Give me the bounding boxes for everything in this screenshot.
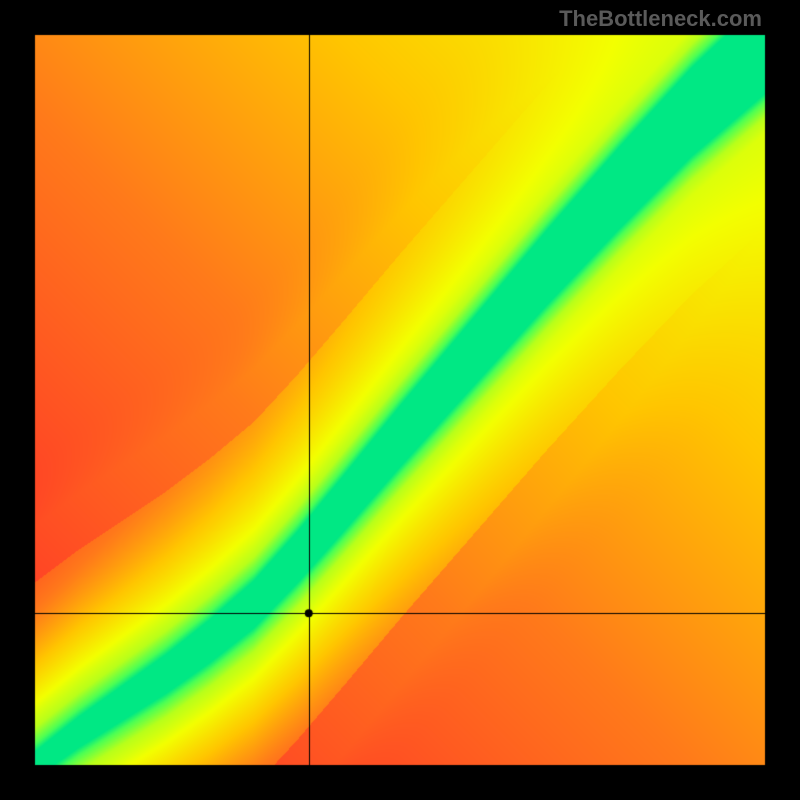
watermark-text: TheBottleneck.com	[559, 6, 762, 32]
chart-stage: TheBottleneck.com	[0, 0, 800, 800]
bottleneck-heatmap	[0, 0, 800, 800]
